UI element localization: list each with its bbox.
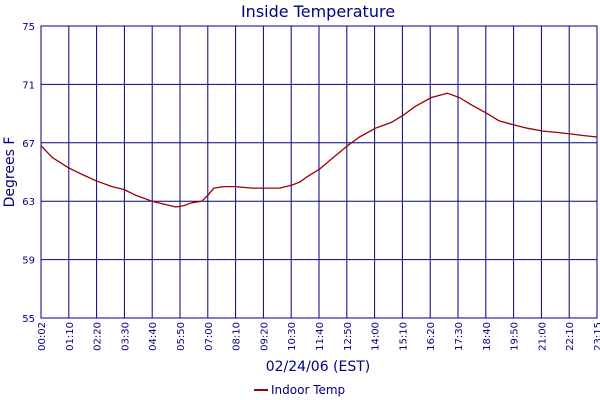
x-tick-label: 01:10 — [65, 322, 76, 351]
x-tick-label: 04:40 — [148, 322, 159, 351]
x-tick-label: 02:20 — [93, 322, 104, 351]
grid-lines — [40, 25, 598, 319]
x-tick-label: 19:50 — [510, 322, 521, 351]
x-tick-label: 12:50 — [343, 322, 354, 351]
chart-title: Inside Temperature — [241, 2, 395, 21]
x-tick-label: 16:20 — [426, 322, 437, 351]
y-tick-label: 71 — [22, 80, 35, 91]
x-tick-label: 23:15 — [593, 322, 600, 351]
x-tick-label: 08:10 — [232, 322, 243, 351]
y-tick-label: 75 — [22, 22, 35, 33]
x-tick-label: 10:30 — [287, 322, 298, 351]
y-tick-label: 63 — [22, 197, 35, 208]
x-tick-label: 07:00 — [204, 322, 215, 351]
legend-label: Indoor Temp — [271, 383, 345, 397]
y-tick-labels: 55 59 63 67 71 75 — [22, 22, 35, 325]
legend: Indoor Temp — [254, 383, 345, 397]
x-tick-label: 11:40 — [315, 322, 326, 351]
x-tick-label: 14:00 — [371, 322, 382, 351]
series-line-indoor-temp — [40, 92, 598, 208]
x-tick-label: 22:10 — [565, 322, 576, 351]
x-tick-label: 03:30 — [120, 322, 131, 351]
y-tick-label: 67 — [22, 139, 35, 150]
y-tick-label: 59 — [22, 256, 35, 267]
x-tick-label: 09:20 — [259, 322, 270, 351]
x-tick-label: 21:00 — [537, 322, 548, 351]
plot-frame — [40, 25, 598, 319]
x-tick-label: 18:40 — [482, 322, 493, 351]
series-group — [40, 92, 598, 208]
x-tick-labels: 00:02 01:10 02:20 03:30 04:40 05:50 07:00 08:10… — [37, 322, 600, 351]
x-tick-label: 05:50 — [176, 322, 187, 351]
x-tick-label: 15:10 — [398, 322, 409, 351]
y-axis-label: Degrees F — [2, 137, 18, 208]
x-tick-label: 00:02 — [37, 322, 48, 351]
y-tick-label: 55 — [22, 314, 35, 325]
x-tick-label: 17:30 — [454, 322, 465, 351]
x-axis-label: 02/24/06 (EST) — [266, 359, 371, 375]
